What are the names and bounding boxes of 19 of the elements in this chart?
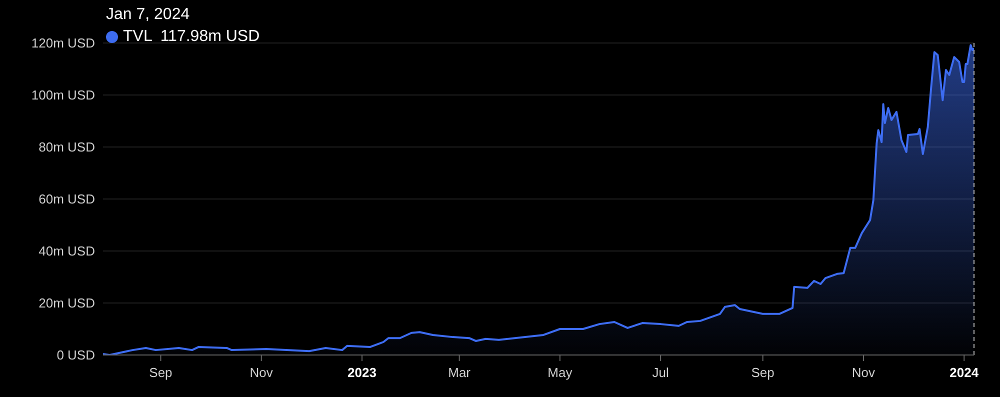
- y-tick-label: 20m USD: [38, 296, 95, 311]
- text: Jan 7, 2024: [106, 5, 191, 25]
- y-tick-label: 0 USD: [56, 348, 95, 363]
- y-tick-label: 120m USD: [31, 36, 95, 51]
- y-tick-label: 80m USD: [38, 140, 95, 155]
- legend-label: TVL: [123, 27, 152, 47]
- x-tick-label: Nov: [852, 365, 876, 380]
- y-tick-label: 40m USD: [38, 244, 95, 259]
- x-tick-label: 2024: [950, 365, 980, 380]
- x-tick-label: 2023: [348, 365, 376, 380]
- y-tick-label: 60m USD: [38, 192, 95, 207]
- annotation: 117.98m USD: [160, 27, 260, 47]
- x-tick-label: Nov: [250, 365, 274, 380]
- x-tick-label: Sep: [751, 365, 774, 380]
- x-tick-label: May: [548, 365, 573, 380]
- x-tick-label: Jul: [652, 365, 669, 380]
- x-tick-label: Sep: [149, 365, 172, 380]
- y-tick-label: 100m USD: [31, 88, 95, 103]
- x-tick-label: Mar: [448, 365, 472, 380]
